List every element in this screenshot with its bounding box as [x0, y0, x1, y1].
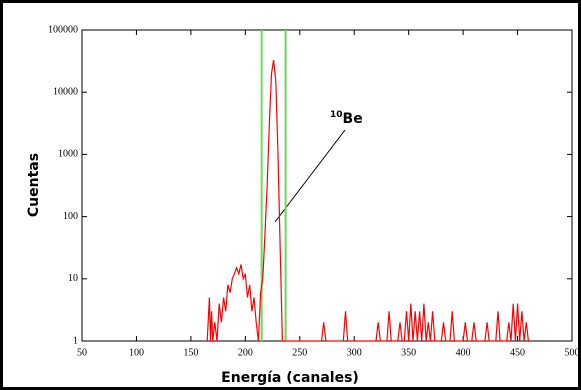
- y-tick-label: 1000: [58, 149, 78, 160]
- annotation-superscript: 10: [330, 110, 343, 120]
- x-axis-label: Energía (canales): [221, 370, 359, 386]
- x-tick-label: 300: [347, 347, 362, 358]
- x-tick-label: 50: [77, 347, 87, 358]
- y-tick-label: 100000: [48, 24, 78, 35]
- y-tick-label: 10: [68, 273, 78, 284]
- x-tick-label: 350: [401, 347, 416, 358]
- x-tick-label: 400: [456, 347, 471, 358]
- y-tick-label: 10000: [53, 86, 78, 97]
- y-axis-label: Cuentas: [26, 153, 42, 217]
- annotation-pointer: [274, 129, 346, 223]
- x-tick-label: 150: [183, 347, 198, 358]
- x-tick-label: 500: [565, 347, 580, 358]
- annotation-text: Be: [343, 111, 363, 127]
- x-tick-label: 250: [292, 347, 307, 358]
- x-tick-label: 450: [510, 347, 525, 358]
- data-line: [206, 59, 529, 342]
- x-tick-label: 200: [238, 347, 253, 358]
- y-tick-label: 100: [63, 211, 78, 222]
- annotation: 10Be: [330, 110, 363, 128]
- y-tick-label: 1: [73, 335, 78, 346]
- x-tick-label: 100: [129, 347, 144, 358]
